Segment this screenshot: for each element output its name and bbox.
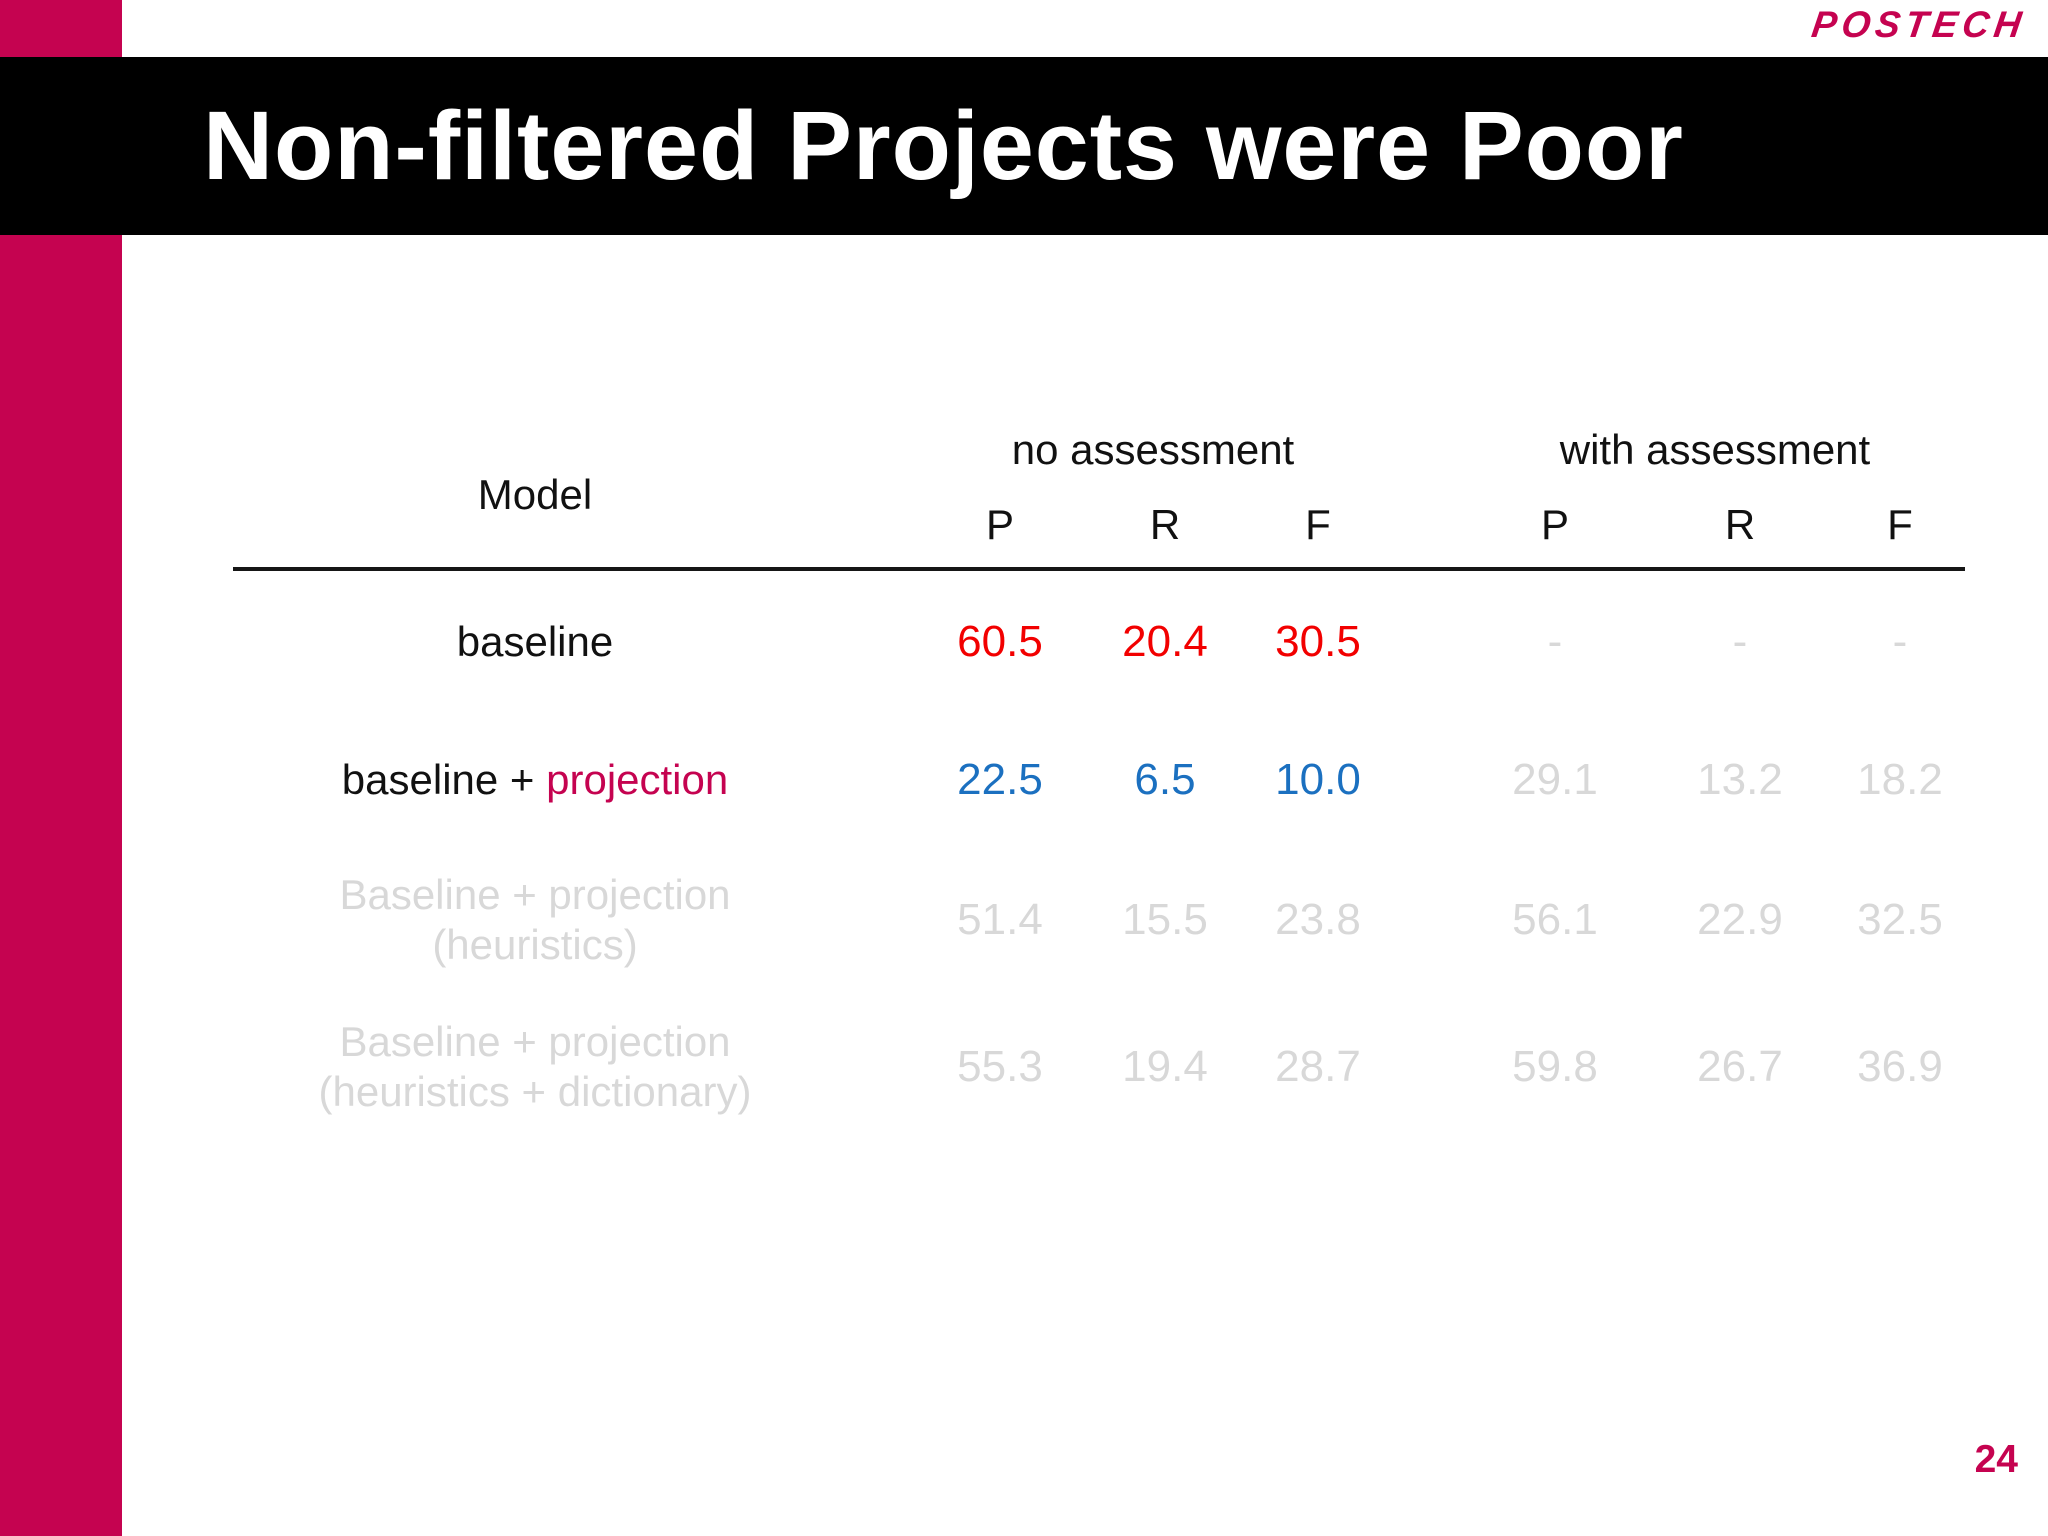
value-cell: 59.8	[1512, 1042, 1598, 1091]
column-header-precision: P	[1540, 501, 1569, 548]
group-header-with-assessment: with assessment	[1559, 426, 1871, 473]
value-cell: 19.4	[1122, 1042, 1208, 1091]
value-cell: 13.2	[1697, 755, 1783, 804]
value-cell: 28.7	[1275, 1042, 1361, 1091]
value-cell: 29.1	[1512, 755, 1598, 804]
value-cell: 10.0	[1275, 755, 1361, 804]
value-cell: 22.5	[957, 755, 1043, 804]
value-cell: 22.9	[1697, 895, 1783, 944]
value-cell: 60.5	[957, 617, 1043, 666]
model-label: Baseline + projection (heuristics)	[339, 870, 731, 968]
value-cell: 26.7	[1697, 1042, 1783, 1091]
column-header-precision: P	[985, 501, 1014, 548]
value-cell: -	[1892, 617, 1908, 666]
column-header-model: Model	[477, 471, 593, 518]
value-cell: 23.8	[1275, 895, 1361, 944]
accent-sidebar	[0, 0, 122, 1536]
value-cell: 20.4	[1122, 617, 1208, 666]
title-bar: Non-filtered Projects were Poor	[0, 57, 2048, 235]
value-cell: 18.2	[1857, 755, 1943, 804]
column-header-recall: R	[1149, 501, 1181, 548]
table-header-rule	[233, 567, 1965, 571]
value-cell: 30.5	[1275, 617, 1361, 666]
group-header-no-assessment: no assessment	[1011, 426, 1295, 473]
value-cell: -	[1732, 617, 1748, 666]
value-cell: 55.3	[957, 1042, 1043, 1091]
page-number: 24	[1974, 1438, 2018, 1481]
value-cell: 36.9	[1857, 1042, 1943, 1091]
page-title: Non-filtered Projects were Poor	[203, 91, 1684, 200]
value-cell: 32.5	[1857, 895, 1943, 944]
column-header-recall: R	[1724, 501, 1756, 548]
value-cell: 51.4	[957, 895, 1043, 944]
column-header-fscore: F	[1887, 501, 1913, 548]
model-label: baseline + projection	[341, 755, 729, 803]
column-header-fscore: F	[1305, 501, 1331, 548]
value-cell: 6.5	[1134, 755, 1196, 804]
value-cell: -	[1547, 617, 1563, 666]
results-table: Model no assessment with assessment P R …	[170, 420, 1975, 1140]
model-label: baseline	[456, 617, 614, 665]
value-cell: 15.5	[1122, 895, 1208, 944]
postech-logo: POSTECH	[1809, 4, 2029, 45]
value-cell: 56.1	[1512, 895, 1598, 944]
model-label: Baseline + projection (heuristics + dicti…	[318, 1017, 752, 1115]
